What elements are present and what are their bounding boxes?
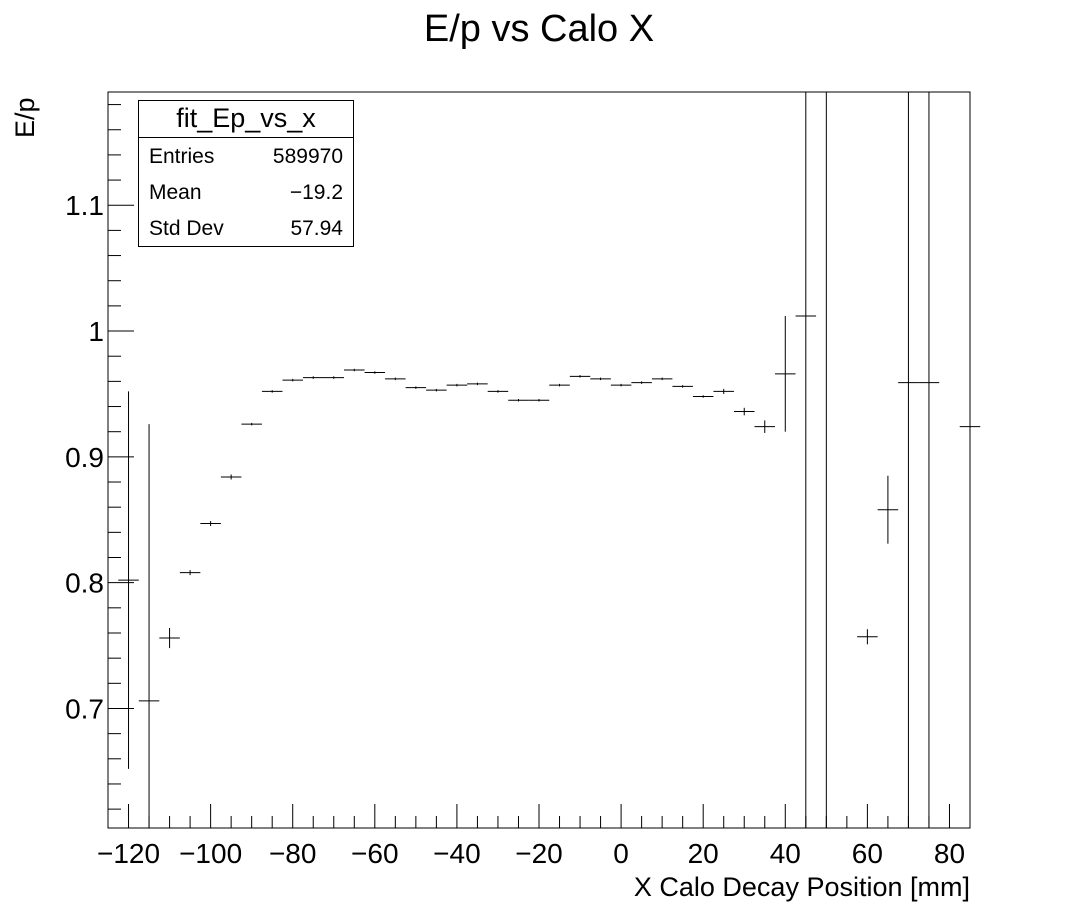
y-tick-label: 0.8 [65,568,104,599]
x-axis-label: X Calo Decay Position [mm] [633,872,970,902]
x-tick-label: −100 [179,838,242,869]
stats-stddev-label: Std Dev [149,217,224,240]
y-tick-label: 0.7 [65,693,104,724]
x-tick-label: −60 [351,838,399,869]
y-axis-label: E/p [10,97,40,138]
stats-mean-label: Mean [149,181,202,204]
y-tick-label: 0.9 [65,442,104,473]
x-tick-label: 20 [688,838,719,869]
x-tick-label: −120 [97,838,160,869]
x-tick-label: −40 [433,838,481,869]
stats-box: fit_Ep_vs_x Entries 589970 Mean −19.2 St… [138,100,354,247]
stats-mean-value: −19.2 [289,181,343,204]
x-tick-label: 60 [852,838,883,869]
stats-row-entries: Entries 589970 [139,138,353,174]
x-tick-label: 0 [613,838,629,869]
x-tick-label: −80 [269,838,317,869]
x-tick-label: 80 [934,838,965,869]
x-tick-label: −20 [515,838,563,869]
x-tick-label: 40 [770,838,801,869]
stats-entries-value: 589970 [272,145,343,168]
stats-row-mean: Mean −19.2 [139,174,353,210]
stats-title: fit_Ep_vs_x [139,101,353,138]
stats-row-stddev: Std Dev 57.94 [139,210,353,246]
stats-stddev-value: 57.94 [290,217,343,240]
stats-entries-label: Entries [149,145,215,168]
y-tick-label: 1.1 [65,190,104,221]
chart-title: E/p vs Calo X [423,8,655,50]
y-tick-label: 1 [88,316,104,347]
